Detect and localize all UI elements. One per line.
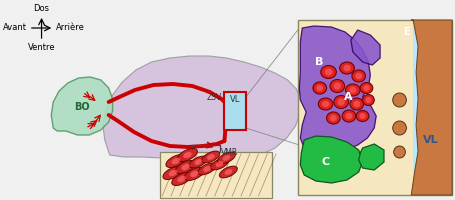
Polygon shape: [103, 56, 301, 164]
Bar: [298, 20, 452, 195]
Ellipse shape: [345, 84, 360, 96]
Ellipse shape: [172, 158, 180, 164]
Text: A: A: [344, 92, 352, 102]
Bar: [224, 92, 246, 130]
Ellipse shape: [345, 113, 352, 119]
Ellipse shape: [163, 167, 183, 179]
Bar: [413, 20, 452, 195]
Ellipse shape: [207, 154, 215, 160]
Ellipse shape: [177, 149, 197, 161]
Ellipse shape: [169, 170, 177, 176]
Text: C: C: [322, 157, 330, 167]
Ellipse shape: [354, 101, 360, 107]
Ellipse shape: [365, 97, 371, 103]
Circle shape: [393, 121, 406, 135]
Ellipse shape: [330, 79, 344, 92]
Polygon shape: [351, 30, 380, 65]
Bar: [160, 152, 272, 198]
Polygon shape: [51, 77, 112, 135]
Circle shape: [393, 93, 406, 107]
Ellipse shape: [316, 85, 323, 91]
Ellipse shape: [334, 82, 341, 90]
Polygon shape: [411, 20, 452, 195]
Ellipse shape: [181, 164, 190, 170]
Ellipse shape: [194, 159, 202, 165]
Ellipse shape: [172, 173, 192, 185]
Ellipse shape: [184, 168, 204, 180]
Ellipse shape: [217, 152, 235, 164]
Ellipse shape: [340, 62, 354, 74]
Text: B: B: [314, 57, 323, 67]
Polygon shape: [300, 136, 363, 183]
Text: Avant: Avant: [3, 23, 27, 32]
Ellipse shape: [352, 70, 365, 82]
Ellipse shape: [363, 95, 374, 106]
Ellipse shape: [355, 73, 362, 79]
Ellipse shape: [349, 87, 357, 93]
Text: Dos: Dos: [34, 4, 50, 13]
Ellipse shape: [344, 65, 351, 71]
Ellipse shape: [350, 98, 364, 110]
Text: VL: VL: [423, 135, 439, 145]
Ellipse shape: [321, 66, 336, 78]
Ellipse shape: [198, 163, 216, 175]
Ellipse shape: [189, 156, 207, 168]
Ellipse shape: [211, 158, 228, 170]
Ellipse shape: [183, 152, 192, 158]
Ellipse shape: [177, 176, 186, 182]
Text: E: E: [403, 27, 410, 37]
Ellipse shape: [190, 171, 198, 177]
Text: BO: BO: [75, 102, 90, 112]
Ellipse shape: [222, 155, 230, 161]
Ellipse shape: [202, 151, 220, 163]
Ellipse shape: [322, 101, 329, 107]
Ellipse shape: [203, 166, 211, 172]
Ellipse shape: [216, 161, 223, 167]
Ellipse shape: [363, 85, 369, 91]
Ellipse shape: [219, 166, 238, 178]
Ellipse shape: [166, 155, 186, 167]
Text: VMR: VMR: [221, 148, 238, 157]
Polygon shape: [299, 26, 376, 153]
Ellipse shape: [224, 169, 232, 175]
Ellipse shape: [330, 115, 337, 121]
Ellipse shape: [359, 113, 366, 119]
Ellipse shape: [318, 98, 333, 110]
Text: Arrière: Arrière: [56, 23, 85, 32]
Ellipse shape: [360, 82, 373, 94]
Ellipse shape: [342, 110, 356, 122]
Ellipse shape: [356, 110, 369, 121]
Text: Ventre: Ventre: [28, 43, 56, 52]
Ellipse shape: [327, 112, 340, 124]
Bar: [192, 145, 220, 160]
Ellipse shape: [176, 161, 196, 173]
Ellipse shape: [313, 82, 327, 94]
Ellipse shape: [334, 96, 349, 108]
Ellipse shape: [338, 98, 345, 106]
Ellipse shape: [325, 68, 333, 76]
Text: VL: VL: [230, 96, 240, 104]
Circle shape: [394, 146, 405, 158]
Polygon shape: [359, 144, 384, 170]
Text: ZSV: ZSV: [206, 94, 222, 102]
